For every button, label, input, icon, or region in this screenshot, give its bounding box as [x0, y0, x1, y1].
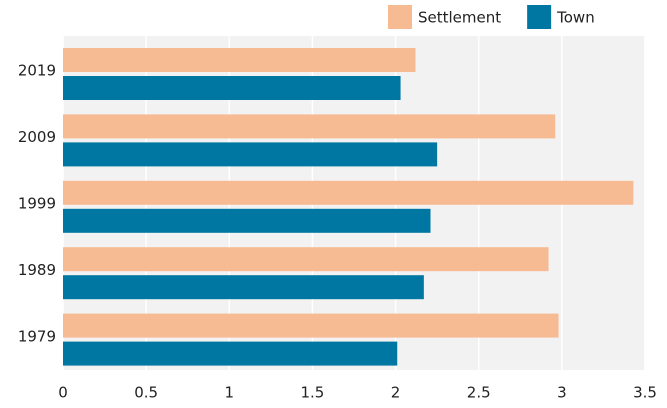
x-tick-label: 2.5	[467, 384, 491, 402]
x-tick-label: 1	[225, 384, 235, 402]
legend-swatch	[527, 5, 552, 29]
legend-label: Settlement	[418, 9, 501, 27]
bar	[63, 114, 556, 139]
y-tick-label: 2009	[18, 128, 56, 146]
x-tick-label: 0.5	[134, 384, 158, 402]
bar	[63, 142, 438, 167]
bar	[63, 275, 424, 300]
y-tick-label: 1979	[18, 327, 56, 345]
bar	[63, 180, 634, 205]
x-tick-label: 2	[391, 384, 401, 402]
bar	[63, 341, 398, 366]
bar	[63, 76, 401, 100]
legend-swatch	[388, 5, 412, 29]
bar	[63, 313, 559, 338]
bar	[63, 48, 416, 72]
y-tick-label: 1999	[18, 195, 56, 213]
x-tick-label: 1.5	[300, 384, 324, 402]
x-tick-label: 3.5	[633, 384, 657, 402]
y-tick-label: 2019	[18, 62, 56, 80]
x-tick-label: 0	[58, 384, 68, 402]
x-tick-label: 3	[557, 384, 567, 402]
bar	[63, 247, 549, 272]
y-tick-label: 1989	[18, 261, 56, 279]
bar	[63, 208, 431, 233]
legend-label: Town	[556, 9, 595, 27]
